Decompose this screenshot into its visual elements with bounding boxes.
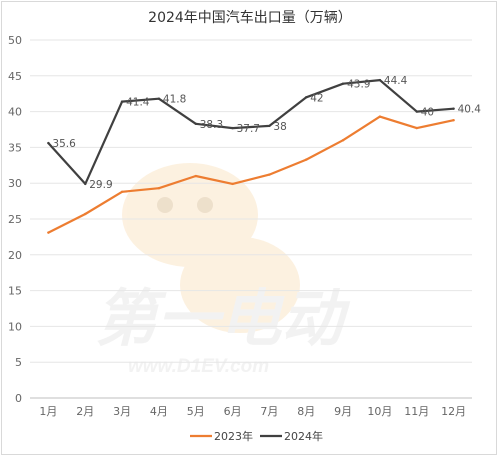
- data-point: [341, 82, 345, 85]
- data-point: [415, 110, 418, 113]
- y-tick-label: 25: [8, 213, 22, 226]
- watermark-url: www.D1EV.com: [128, 356, 269, 377]
- data-point: [47, 231, 50, 234]
- data-label: 40.4: [458, 104, 482, 116]
- data-label: 37.7: [237, 123, 260, 135]
- y-tick-label: 30: [8, 177, 22, 190]
- data-label: 29.9: [89, 179, 112, 191]
- legend-label: 2023年: [214, 429, 253, 443]
- watermark-brand: 第一电动: [95, 285, 351, 354]
- data-point: [194, 174, 197, 178]
- y-tick-label: 40: [8, 106, 22, 119]
- series-line-2: [47, 78, 455, 185]
- data-point: [120, 190, 124, 193]
- x-tick-label: 7月: [260, 405, 278, 418]
- watermark: 第一电动 www.D1EV.com: [95, 163, 351, 377]
- x-tick-label: 8月: [297, 405, 315, 418]
- y-tick-label: 0: [15, 392, 22, 405]
- x-tick-label: 3月: [113, 405, 131, 418]
- series-group: [47, 78, 455, 234]
- data-point: [231, 182, 234, 186]
- data-point: [415, 126, 418, 130]
- data-point: [268, 124, 271, 128]
- data-label: 41.8: [163, 94, 186, 106]
- y-tick-label: 45: [8, 70, 22, 83]
- data-label: 41.4: [126, 97, 150, 109]
- x-tick-label: 1月: [39, 405, 57, 418]
- data-label: 38: [273, 121, 286, 133]
- y-tick-label: 35: [8, 141, 22, 154]
- data-point: [231, 126, 234, 130]
- data-label: 44.4: [384, 75, 408, 87]
- data-label: 38.3: [200, 119, 223, 131]
- data-label: 35.6: [52, 138, 76, 150]
- watermark-mascot-eye: [197, 197, 213, 213]
- data-point: [305, 96, 308, 99]
- data-point: [47, 141, 50, 145]
- data-point: [452, 107, 455, 110]
- data-point: [378, 115, 382, 118]
- data-point: [84, 182, 87, 186]
- watermark-mascot-body: [180, 237, 300, 333]
- data-point: [305, 158, 308, 161]
- x-tick-label: 4月: [150, 405, 168, 418]
- legend: 2023年 2024年: [190, 429, 323, 443]
- data-point: [268, 173, 271, 176]
- data-point: [157, 187, 161, 190]
- x-tick-label: 11月: [404, 405, 429, 418]
- x-tick-label: 10月: [367, 405, 392, 418]
- y-tick-label: 10: [8, 320, 22, 333]
- data-point: [194, 122, 197, 125]
- watermark-mascot-eye: [157, 197, 173, 213]
- data-point: [84, 212, 87, 216]
- y-tick-label: 50: [8, 34, 22, 47]
- data-point: [452, 118, 455, 122]
- data-point: [341, 139, 345, 142]
- data-labels: 35.6 29.9 41.4 41.8 38.3 37.7 38 42 43.9 44.4 40 40…: [52, 75, 481, 191]
- y-tick-label: 20: [8, 249, 22, 262]
- x-tick-label: 6月: [224, 405, 242, 418]
- x-axis-ticks: 1月 2月 3月 4月 5月 6月 7月 8月 9月 10月 11月 12月: [39, 405, 466, 418]
- x-tick-label: 12月: [441, 405, 466, 418]
- chart-title: 2024年中国汽车出口量（万辆）: [148, 9, 352, 26]
- data-point: [120, 100, 124, 103]
- series-line-1: [47, 115, 455, 234]
- data-point: [157, 97, 161, 100]
- x-tick-label: 2月: [76, 405, 94, 418]
- gridlines: [30, 39, 472, 399]
- x-tick-label: 9月: [334, 405, 352, 418]
- y-tick-label: 15: [8, 285, 22, 298]
- x-tick-label: 5月: [187, 405, 205, 418]
- data-label: 40: [421, 107, 434, 119]
- data-label: 43.9: [347, 79, 370, 91]
- data-point: [378, 78, 382, 82]
- legend-label: 2024年: [284, 429, 323, 443]
- y-axis-ticks: 0 5 10 15 20 25 30 35 40 45 50: [8, 34, 22, 405]
- y-tick-label: 5: [15, 356, 22, 369]
- data-label: 42: [310, 92, 323, 104]
